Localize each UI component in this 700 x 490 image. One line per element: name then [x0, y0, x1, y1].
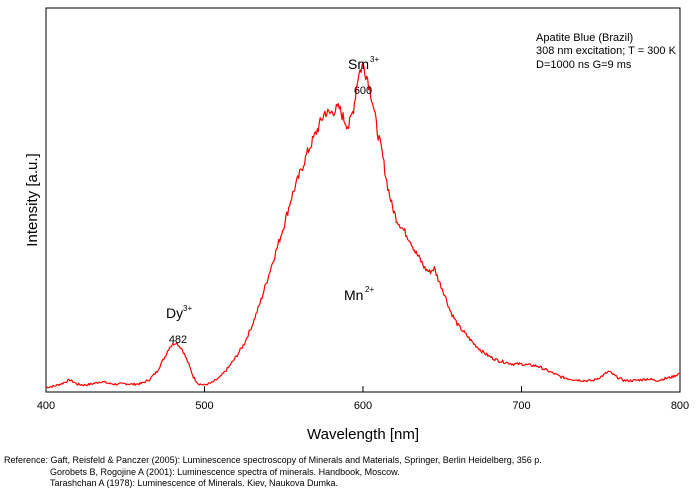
x-tick-label-800: 800 [671, 400, 689, 412]
reference-3: Tarashchan A (1978): Luminescence of Min… [50, 478, 338, 488]
excitation-info: 308 nm excitation; T = 300 K [536, 45, 677, 57]
annotation-sm: Sm 3+ 600 [348, 55, 379, 97]
spectrum-line [45, 61, 681, 389]
gate-info: D=1000 ns G=9 ms [536, 59, 632, 71]
annotation-sm-peak: 600 [354, 85, 372, 97]
annotation-mn-charge: 2+ [365, 285, 374, 294]
sample-name: Apatite Blue (Brazil) [536, 32, 633, 44]
annotation-dy-peak: 482 [169, 334, 187, 346]
references: Reference: Gaft, Reisfeld & Panczer (200… [4, 455, 542, 490]
x-tick-label-700: 700 [512, 400, 530, 412]
reference-1: Reference: Gaft, Reisfeld & Panczer (200… [4, 455, 542, 465]
annotation-sm-charge: 3+ [370, 55, 379, 64]
x-tick-label-400: 400 [37, 400, 55, 412]
annotation-sm-ion: Sm [348, 56, 369, 72]
y-axis-title: Intensity [a.u.] [24, 153, 41, 246]
x-tick-label-600: 600 [354, 400, 372, 412]
annotation-dy: Dy 3+ 482 [166, 304, 192, 346]
x-axis-ticks [45, 386, 681, 392]
x-tick-labels: 400 500 600 700 800 [37, 400, 689, 412]
annotation-mn-ion: Mn [344, 287, 363, 303]
x-axis-title: Wavelength [nm] [307, 426, 419, 443]
info-text: Apatite Blue (Brazil) 308 nm excitation;… [536, 32, 677, 71]
annotation-dy-charge: 3+ [183, 304, 192, 313]
annotation-dy-ion: Dy [166, 305, 183, 321]
reference-2: Gorobets B, Rogojine A (2001): Luminesce… [50, 466, 400, 477]
annotation-mn: Mn 2+ [344, 285, 374, 303]
x-tick-label-500: 500 [195, 400, 213, 412]
luminescence-chart: 400 500 600 700 800 Wavelength [nm] Inte… [24, 7, 689, 443]
